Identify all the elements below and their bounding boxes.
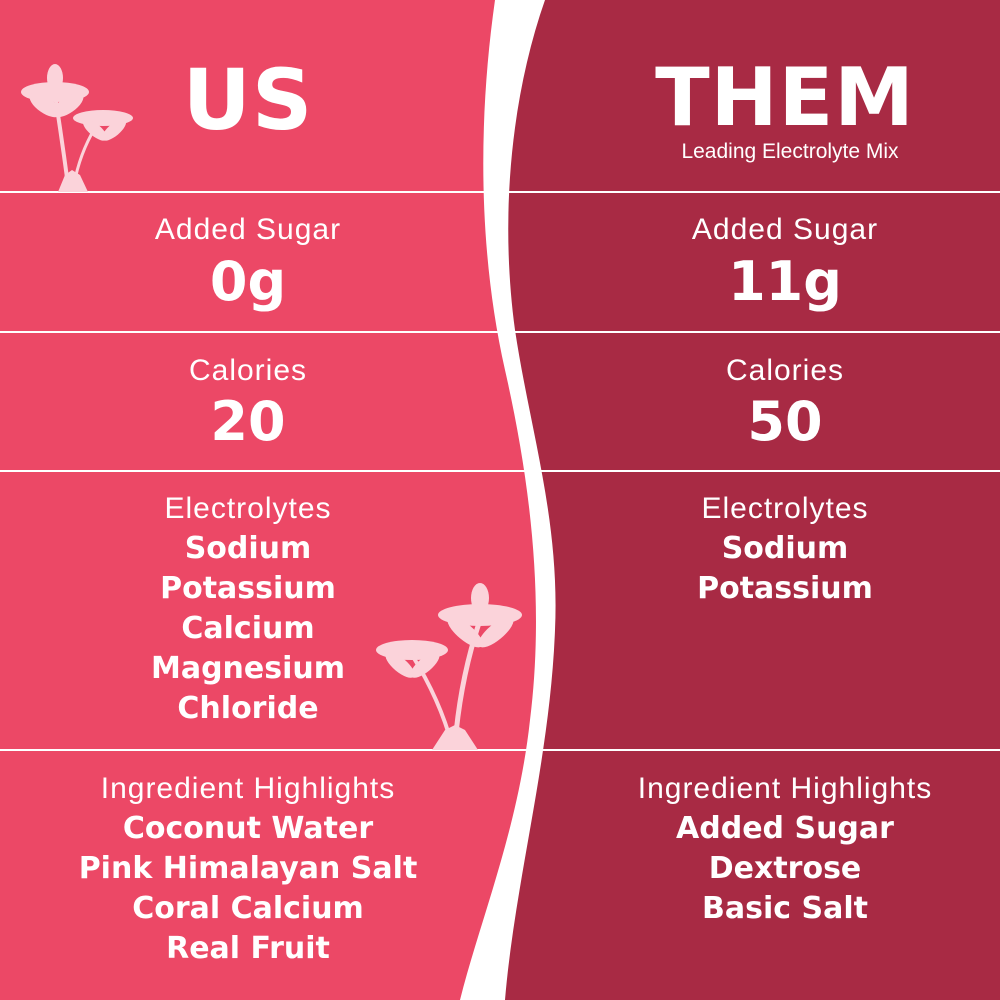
us-ingredients-list: Coconut Water Pink Himalayan Salt Coral … <box>8 809 488 969</box>
us-title: US <box>182 51 314 149</box>
us-column: US Added Sugar 0g Calories 20 Electrolyt… <box>8 0 488 1000</box>
us-electrolytes-list: Sodium Potassium Calcium Magnesium Chlor… <box>8 529 488 729</box>
us-electrolytes-label: Electrolytes <box>164 492 332 525</box>
them-calories-value: 50 <box>747 390 823 453</box>
us-calories-label: Calories <box>188 354 308 387</box>
list-item: Coral Calcium <box>132 891 364 926</box>
them-ingredients-label: Ingredient Highlights <box>637 772 933 805</box>
list-item: Sodium <box>721 531 849 566</box>
them-subtitle: Leading Electrolyte Mix <box>681 140 899 163</box>
list-item: Coconut Water <box>122 811 374 846</box>
list-item: Calcium <box>181 611 315 646</box>
list-item: Chloride <box>177 691 319 726</box>
them-sugar-label: Added Sugar <box>691 213 879 246</box>
them-sugar-value: 11g <box>728 250 842 313</box>
them-column: THEM Leading Electrolyte Mix Added Sugar… <box>545 0 1000 1000</box>
us-sugar-label: Added Sugar <box>154 213 342 246</box>
palm-tree-icon <box>376 583 522 750</box>
list-item: Added Sugar <box>676 811 894 846</box>
list-item: Dextrose <box>708 851 862 886</box>
list-item: Basic Salt <box>702 891 868 926</box>
row-dividers <box>0 191 1000 751</box>
them-electrolytes-label: Electrolytes <box>701 492 869 525</box>
palm-tree-icon <box>21 64 133 192</box>
list-item: Pink Himalayan Salt <box>78 851 418 886</box>
list-item: Real Fruit <box>166 931 330 966</box>
us-calories-value: 20 <box>210 390 286 453</box>
list-item: Sodium <box>184 531 312 566</box>
them-electrolytes-list: Sodium Potassium <box>545 529 1000 609</box>
them-calories-label: Calories <box>725 354 845 387</box>
list-item: Magnesium <box>150 651 346 686</box>
us-sugar-value: 0g <box>209 250 287 313</box>
us-ingredients-label: Ingredient Highlights <box>100 772 396 805</box>
list-item: Potassium <box>697 571 873 606</box>
them-ingredients-list: Added Sugar Dextrose Basic Salt <box>545 809 1000 929</box>
list-item: Potassium <box>160 571 336 606</box>
them-title: THEM <box>655 51 915 144</box>
